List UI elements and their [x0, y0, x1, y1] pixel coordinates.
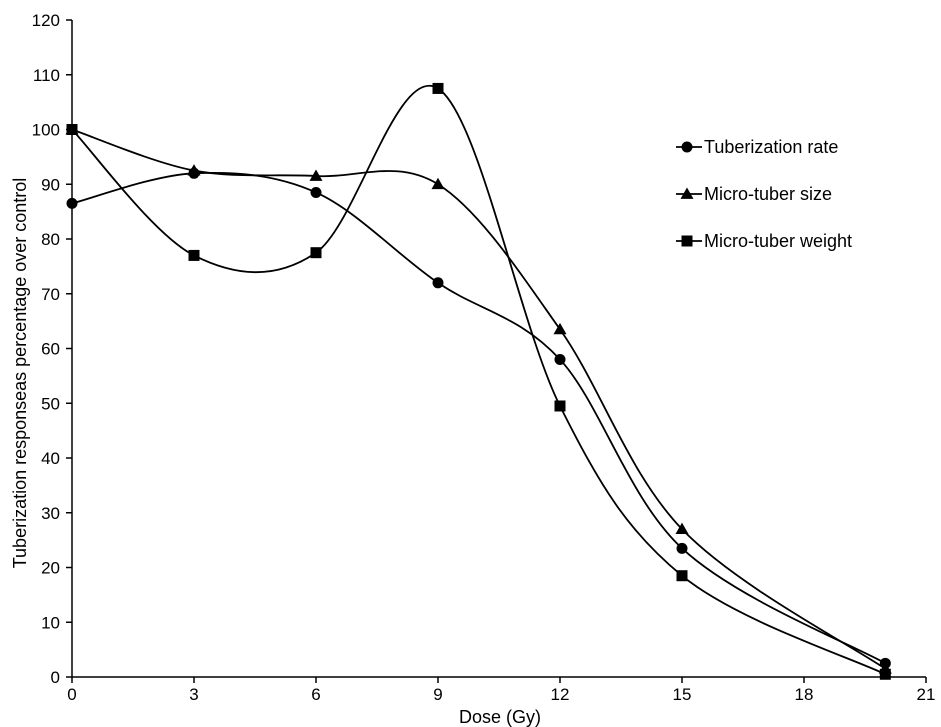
- y-tick-label: 100: [32, 121, 60, 140]
- series-micro-tuber-size: [65, 123, 892, 674]
- y-tick-label: 60: [41, 340, 60, 359]
- data-point: [310, 247, 322, 259]
- ticks: 0 10 20 30 40 50 60 70 80 90 100 110 120 0 3 6 9 12 15 18 21: [32, 11, 936, 704]
- y-axis-title: Tuberization responseas percentage over …: [10, 178, 30, 569]
- data-point: [66, 124, 78, 135]
- legend-marker: [681, 235, 693, 247]
- data-point: [188, 249, 200, 261]
- x-tick-label: 9: [433, 685, 442, 704]
- axes: [71, 20, 926, 678]
- y-tick-label: 0: [51, 668, 60, 687]
- legend-item: Tuberization rate: [676, 137, 838, 157]
- data-point: [431, 177, 445, 190]
- data-point: [432, 82, 444, 94]
- legend-marker: [680, 187, 694, 199]
- series-line: [71, 171, 886, 665]
- data-point: [310, 186, 322, 198]
- x-tick-label: 3: [189, 685, 198, 704]
- x-tick-label: 15: [673, 685, 692, 704]
- y-tick-label: 90: [41, 175, 60, 194]
- data-point: [187, 164, 201, 176]
- y-tick-label: 80: [41, 230, 60, 249]
- data-point: [554, 400, 566, 412]
- data-point: [879, 668, 891, 680]
- data-point: [676, 570, 688, 582]
- y-tick-label: 120: [32, 11, 60, 30]
- data-point: [676, 542, 688, 554]
- x-tick-label: 12: [551, 685, 570, 704]
- y-tick-label: 110: [33, 66, 60, 85]
- data-point: [66, 197, 78, 209]
- y-tick-label: 20: [41, 559, 60, 578]
- data-point: [675, 522, 689, 535]
- data-point: [553, 322, 567, 335]
- y-tick-label: 10: [41, 613, 60, 632]
- series-micro-tuber-weight: [66, 82, 891, 680]
- legend-marker: [681, 141, 693, 153]
- series-line: [71, 128, 886, 670]
- y-tick-label: 50: [41, 394, 60, 413]
- legend: Tuberization rate Micro-tuber size Micro-t…: [676, 137, 852, 251]
- legend-label: Micro-tuber size: [704, 184, 832, 204]
- x-tick-label: 6: [311, 685, 320, 704]
- y-tick-label: 70: [41, 285, 60, 304]
- data-point: [309, 169, 323, 181]
- x-axis-title: Dose (Gy): [459, 707, 541, 727]
- legend-item: Micro-tuber weight: [676, 231, 852, 251]
- x-tick-label: 0: [67, 685, 76, 704]
- y-tick-label: 30: [41, 504, 60, 523]
- legend-label: Micro-tuber weight: [704, 231, 852, 251]
- legend-label: Tuberization rate: [704, 137, 838, 157]
- data-point: [432, 277, 444, 289]
- x-tick-label: 21: [917, 685, 936, 704]
- data-point: [554, 353, 566, 365]
- legend-item: Micro-tuber size: [676, 184, 832, 204]
- y-tick-label: 40: [41, 449, 60, 468]
- x-tick-label: 18: [795, 685, 814, 704]
- series: [65, 82, 892, 680]
